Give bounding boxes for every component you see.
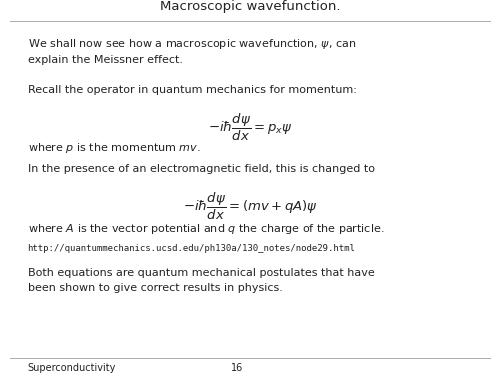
Text: where $p$ is the momentum $mv$.: where $p$ is the momentum $mv$. (28, 141, 200, 155)
Text: Macroscopic wavefunction.: Macroscopic wavefunction. (160, 0, 340, 13)
Text: $-i\hbar\dfrac{d\psi}{dx} = (mv + qA)\psi$: $-i\hbar\dfrac{d\psi}{dx} = (mv + qA)\ps… (182, 191, 318, 222)
Text: http://quantummechanics.ucsd.edu/ph130a/130_notes/node29.html: http://quantummechanics.ucsd.edu/ph130a/… (28, 244, 355, 253)
Text: In the presence of an electromagnetic field, this is changed to: In the presence of an electromagnetic fi… (28, 164, 374, 174)
Text: 16: 16 (232, 363, 243, 373)
Text: where $A$ is the vector potential and $q$ the charge of the particle.: where $A$ is the vector potential and $q… (28, 222, 384, 236)
Text: $-i\hbar\dfrac{d\psi}{dx} = p_x\psi$: $-i\hbar\dfrac{d\psi}{dx} = p_x\psi$ (208, 112, 292, 143)
Text: We shall now see how a macroscopic wavefunction, $\psi$, can
explain the Meissne: We shall now see how a macroscopic wavef… (28, 37, 355, 66)
Text: Recall the operator in quantum mechanics for momentum:: Recall the operator in quantum mechanics… (28, 85, 356, 95)
Text: Superconductivity: Superconductivity (28, 363, 116, 373)
Text: Both equations are quantum mechanical postulates that have
been shown to give co: Both equations are quantum mechanical po… (28, 268, 374, 293)
